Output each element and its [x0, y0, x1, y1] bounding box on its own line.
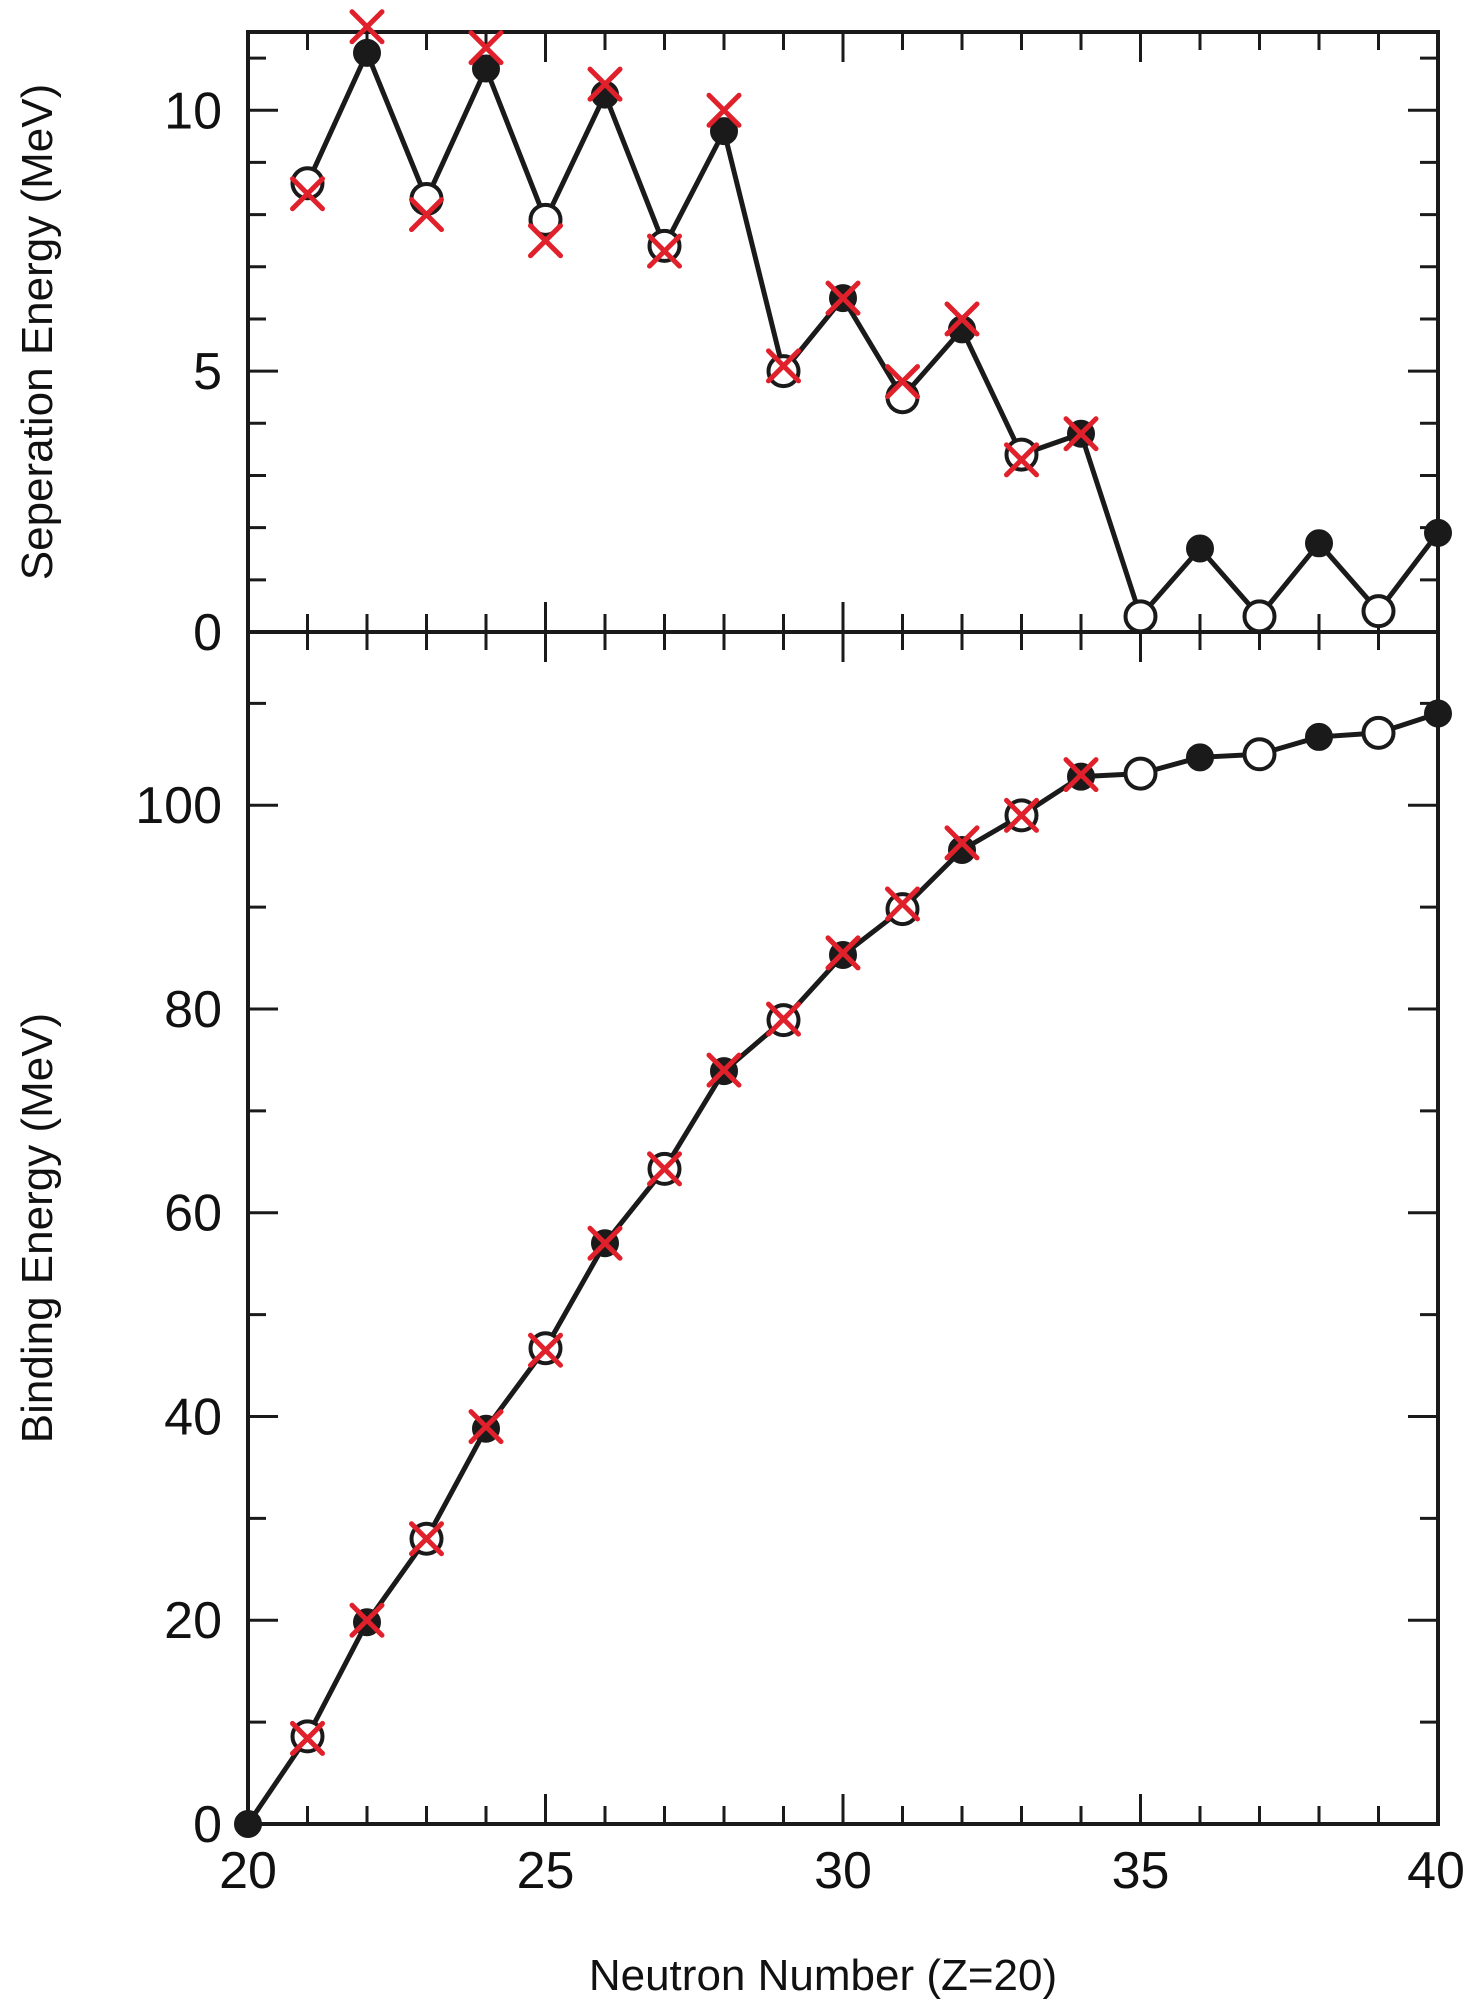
cross-marker	[528, 1332, 563, 1368]
separation-energy-panel: 0 5 10 Seperation Energy (MeV)	[13, 9, 1452, 662]
cross-marker	[706, 1052, 742, 1088]
cross-marker	[468, 1409, 504, 1445]
top-ticks	[246, 32, 1440, 634]
open-circle-marker	[1361, 715, 1396, 750]
y-tick-label: 10	[164, 82, 222, 140]
filled-circle-marker	[1305, 722, 1333, 751]
bottom-ticks	[246, 632, 1440, 1826]
open-circle-marker	[290, 166, 325, 201]
y-tick-label: 100	[135, 777, 222, 835]
cross-marker	[1004, 442, 1039, 478]
cross-marker	[647, 233, 682, 269]
cross-marker	[409, 197, 444, 233]
open-circle-marker	[528, 202, 563, 237]
top-series-line	[305, 50, 1440, 619]
cross-marker	[1063, 416, 1099, 452]
bottom-y-axis-label: Binding Energy (MeV)	[13, 1013, 62, 1443]
bottom-markers	[234, 699, 1452, 1838]
open-circle-marker	[885, 380, 920, 415]
cross-marker	[409, 1521, 444, 1557]
open-circle-marker	[1242, 599, 1277, 634]
filled-circle-marker	[1186, 534, 1214, 563]
y-tick-label: 80	[164, 981, 222, 1039]
top-y-tick-labels: 0 5 10	[164, 82, 222, 662]
y-tick-label: 5	[193, 343, 222, 401]
y-tick-label: 60	[164, 1185, 222, 1243]
bottom-series-polyline	[245, 711, 1439, 1826]
bottom-plot-frame	[246, 630, 1440, 1826]
open-circle-marker	[409, 181, 444, 216]
cross-marker	[1063, 757, 1099, 793]
cross-marker	[349, 1602, 385, 1638]
cross-marker	[587, 1225, 623, 1261]
cross-marker	[766, 1001, 801, 1037]
cross-marker	[468, 30, 504, 66]
x-tick-label: 40	[1407, 1842, 1465, 1900]
cross-marker	[290, 1720, 325, 1756]
bottom-crosses	[290, 757, 1099, 1756]
filled-circle-marker	[1424, 518, 1452, 547]
cross-marker	[349, 9, 385, 45]
filled-circle-marker	[1305, 529, 1333, 558]
cross-marker	[587, 66, 623, 102]
bottom-y-tick-labels: 0 20 40 60 80 100	[135, 777, 222, 1854]
top-markers	[290, 38, 1452, 634]
y-tick-label: 0	[193, 604, 222, 662]
cross-marker	[647, 1151, 682, 1187]
y-tick-label: 20	[164, 1592, 222, 1650]
open-circle-marker	[1242, 737, 1277, 772]
open-circle-marker	[766, 354, 801, 389]
filled-circle-marker	[472, 54, 500, 83]
cross-marker	[944, 301, 980, 337]
cross-marker	[766, 348, 801, 384]
cross-marker	[885, 886, 920, 922]
filled-circle-marker	[710, 117, 738, 146]
cross-marker	[528, 223, 563, 259]
bottom-series-line	[245, 711, 1439, 1826]
open-circle-marker	[885, 892, 920, 927]
y-tick-label: 0	[193, 1796, 222, 1854]
x-tick-label: 35	[1112, 1842, 1170, 1900]
x-axis-label: Neutron Number (Z=20)	[589, 1951, 1057, 2000]
filled-circle-marker	[353, 38, 381, 67]
cross-marker	[706, 92, 742, 128]
x-tick-label: 30	[814, 1842, 872, 1900]
filled-circle-marker	[1186, 743, 1214, 772]
cross-marker	[825, 280, 861, 316]
top-plot-frame	[246, 30, 1440, 634]
cross-marker	[1004, 797, 1039, 833]
y-tick-label: 40	[164, 1388, 222, 1446]
cross-marker	[944, 825, 980, 861]
cross-marker	[885, 364, 920, 400]
x-tick-label: 20	[219, 1842, 277, 1900]
cross-marker	[290, 176, 325, 212]
open-circle-marker	[1123, 599, 1158, 634]
top-y-axis-label: Seperation Energy (MeV)	[13, 84, 62, 580]
open-circle-marker	[1123, 756, 1158, 791]
x-tick-labels: 20 25 30 35 40	[219, 1842, 1465, 1900]
filled-circle-marker	[948, 836, 976, 865]
x-tick-label: 25	[517, 1842, 575, 1900]
open-circle-marker	[1004, 437, 1039, 472]
open-circle-marker	[1361, 594, 1396, 629]
cross-marker	[825, 935, 861, 971]
top-series-polyline	[305, 50, 1440, 619]
open-circle-marker	[647, 228, 682, 263]
filled-circle-marker	[1424, 699, 1452, 728]
top-crosses	[290, 9, 1099, 478]
filled-circle-marker	[234, 1810, 262, 1838]
